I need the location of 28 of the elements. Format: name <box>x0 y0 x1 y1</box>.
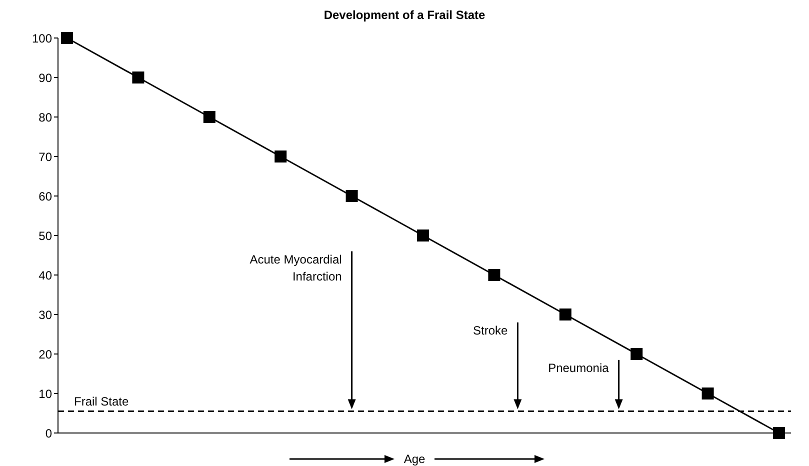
y-tick-label: 60 <box>38 189 52 204</box>
y-tick-label: 80 <box>38 110 52 124</box>
y-tick-label: 70 <box>38 150 52 164</box>
point <box>417 230 429 242</box>
annotation: Acute Myocardial Infarction <box>250 252 342 284</box>
annotation: Pneumonia <box>548 360 610 375</box>
point <box>559 308 572 320</box>
x-axis-title: Age <box>404 452 426 466</box>
y-tick-label: 10 <box>38 386 52 401</box>
point <box>773 427 785 439</box>
point <box>132 72 144 84</box>
y-tick-label: 30 <box>38 308 52 322</box>
point <box>702 388 714 400</box>
y-tick-label: 50 <box>38 228 52 243</box>
point <box>346 190 358 202</box>
y-tick-label: 100 <box>32 31 52 46</box>
point <box>203 111 216 123</box>
point <box>488 269 500 281</box>
point <box>630 348 643 360</box>
y-tick-label: 0 <box>45 426 52 440</box>
y-tick-label: 40 <box>38 268 52 282</box>
point <box>274 150 287 162</box>
annotation: Stroke <box>473 323 508 338</box>
y-tick-label: 90 <box>38 70 52 85</box>
ref-line-label: Frail State <box>74 394 130 408</box>
chart-title: Development of a Frail State <box>322 8 486 22</box>
y-tick-label: 20 <box>38 347 52 362</box>
point <box>61 32 73 44</box>
